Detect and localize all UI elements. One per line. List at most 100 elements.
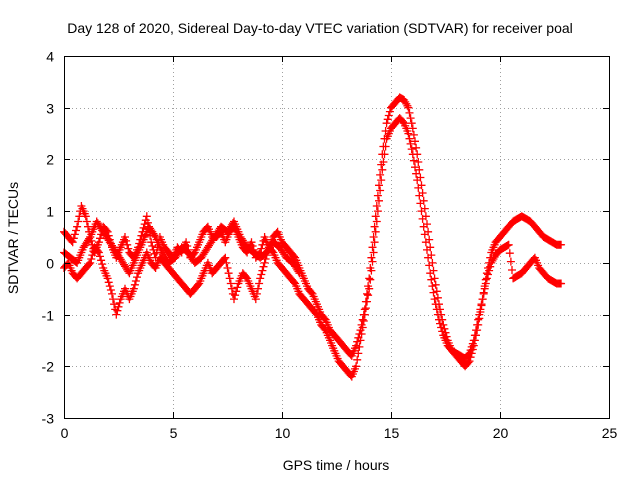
- data-point-marker: [232, 287, 241, 296]
- data-point-marker: [110, 300, 119, 309]
- y-tick-label: -1: [42, 308, 55, 324]
- data-point-marker: [418, 214, 427, 223]
- data-point-marker: [505, 249, 514, 258]
- data-point-marker: [104, 278, 113, 287]
- data-point-marker: [369, 248, 378, 257]
- data-point-marker: [257, 270, 266, 279]
- data-point-marker: [430, 295, 439, 304]
- data-point-marker: [383, 115, 392, 124]
- data-point-marker: [365, 284, 374, 293]
- data-point-marker: [93, 247, 102, 256]
- data-point-marker: [419, 222, 428, 231]
- data-point-marker: [469, 336, 478, 345]
- data-point-marker: [133, 273, 141, 282]
- data-point-marker: [372, 217, 381, 226]
- data-point-marker: [406, 114, 415, 123]
- data-point-marker: [96, 234, 104, 243]
- data-point-marker: [86, 258, 95, 267]
- data-point-marker: [115, 298, 124, 307]
- data-point-marker: [252, 289, 261, 298]
- data-point-marker: [221, 253, 230, 262]
- data-point-marker: [438, 327, 447, 336]
- data-point-marker: [227, 284, 236, 293]
- data-point-marker: [485, 266, 494, 275]
- data-point-marker: [68, 238, 77, 247]
- data-point-marker: [255, 279, 264, 288]
- data-point-marker: [480, 284, 489, 293]
- data-point-marker: [85, 260, 94, 269]
- data-point-marker: [376, 170, 385, 179]
- data-point-marker: [87, 255, 96, 263]
- data-point-marker: [381, 142, 390, 151]
- data-point-marker: [437, 323, 446, 332]
- data-point-marker: [476, 305, 485, 314]
- data-point-marker: [363, 289, 371, 298]
- data-point-marker: [82, 217, 91, 226]
- data-point-marker: [365, 274, 374, 283]
- data-point-marker: [370, 222, 379, 231]
- data-point-marker: [372, 202, 381, 210]
- data-point-marker: [473, 320, 482, 329]
- data-point-marker: [223, 264, 232, 272]
- data-point-marker: [85, 234, 94, 243]
- data-point-marker: [417, 207, 426, 216]
- data-point-marker: [251, 295, 260, 304]
- data-point-marker: [432, 305, 441, 314]
- data-point-marker: [412, 169, 421, 178]
- y-tick-label: -2: [42, 359, 55, 375]
- data-point-marker: [409, 156, 418, 165]
- data-point-marker: [435, 315, 443, 324]
- x-tick-label: 10: [275, 425, 291, 441]
- data-point-marker: [414, 158, 423, 166]
- data-point-marker: [472, 326, 480, 335]
- data-point-marker: [98, 260, 107, 269]
- series-track-a: [60, 93, 566, 371]
- data-point-marker: [256, 274, 265, 283]
- y-axis-label: SDTVAR / TECUs: [5, 182, 21, 294]
- data-point-marker: [433, 310, 442, 319]
- y-tick-label: 2: [46, 152, 54, 168]
- data-point-marker: [415, 191, 424, 200]
- data-point-marker: [405, 108, 414, 117]
- data-point-marker: [404, 129, 413, 138]
- series-track-c: [60, 217, 304, 278]
- data-point-marker: [112, 310, 121, 319]
- data-point-marker: [385, 107, 394, 116]
- data-point-marker: [425, 261, 434, 270]
- y-tick-label: 0: [46, 256, 54, 272]
- data-point-marker: [130, 280, 139, 289]
- data-point-marker: [436, 319, 444, 328]
- data-point-marker: [233, 283, 242, 292]
- data-point-marker: [363, 297, 371, 306]
- data-point-marker: [96, 252, 104, 261]
- data-point-marker: [97, 256, 106, 265]
- data-point-marker: [414, 183, 423, 192]
- data-point-marker: [359, 317, 368, 325]
- data-point-marker: [356, 336, 365, 345]
- data-point-marker: [427, 275, 436, 284]
- data-point-marker: [182, 238, 191, 247]
- data-point-marker: [421, 238, 430, 247]
- data-point-marker: [407, 119, 416, 128]
- data-point-marker: [481, 279, 490, 288]
- data-point-marker: [411, 163, 419, 172]
- data-point-marker: [358, 323, 367, 332]
- data-point-marker: [368, 243, 377, 252]
- data-point-marker: [148, 242, 157, 250]
- data-point-marker: [371, 227, 380, 236]
- data-point-marker: [366, 275, 375, 284]
- data-point-marker: [294, 267, 303, 276]
- data-point-marker: [123, 240, 132, 249]
- data-point-marker: [131, 277, 140, 285]
- data-point-marker: [360, 310, 369, 319]
- data-point-marker: [108, 289, 116, 298]
- data-point-marker: [404, 103, 413, 112]
- data-point-marker: [416, 199, 425, 208]
- data-point-marker: [105, 282, 114, 291]
- data-point-marker: [142, 212, 151, 221]
- data-point-marker: [474, 315, 483, 324]
- data-point-marker: [367, 266, 376, 275]
- x-axis-label: GPS time / hours: [283, 457, 390, 473]
- data-point-marker: [361, 304, 370, 313]
- data-point-marker: [106, 286, 115, 294]
